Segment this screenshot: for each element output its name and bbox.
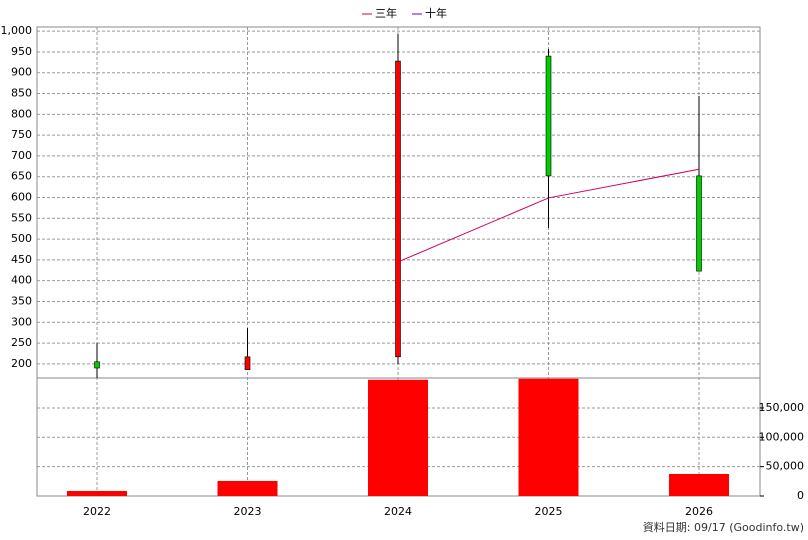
y-tick-label: 450 (11, 253, 32, 266)
y-tick-label: 200 (11, 357, 32, 370)
candle-body (545, 55, 552, 177)
y-tick-label: 800 (11, 107, 32, 120)
y-tick-label: 1,000 (1, 24, 33, 37)
y2-tick-label: 50,000 (766, 460, 805, 473)
y-tick-label: 250 (11, 336, 32, 349)
y2-tick-label: 0 (797, 489, 804, 502)
legend-label: 三年 (375, 6, 397, 20)
y-tick-label: 500 (11, 232, 32, 245)
x-tick-label: 2025 (535, 505, 563, 518)
y-tick-label: 350 (11, 294, 32, 307)
volume-bar (518, 378, 579, 496)
candle-body (94, 361, 100, 369)
y-tick-label: 700 (11, 149, 32, 162)
volume-bar (669, 473, 729, 496)
candle-body (696, 175, 702, 272)
footer: 資料日期: 09/17 (Goodinfo.tw) (643, 520, 804, 534)
x-tick-label: 2024 (384, 505, 412, 518)
y-tick-label: 750 (11, 128, 32, 141)
y2-tick-label: 100,000 (759, 430, 805, 443)
y-tick-label: 400 (11, 274, 32, 287)
y-tick-label: 600 (11, 191, 32, 204)
candle-body (395, 60, 401, 358)
volume-bar (368, 379, 428, 496)
x-tick-label: 2022 (83, 505, 111, 518)
y-tick-label: 850 (11, 87, 32, 100)
y-tick-label: 300 (11, 315, 32, 328)
y-tick-label: 900 (11, 66, 32, 79)
y-tick-label: 650 (11, 170, 32, 183)
volume-bar (67, 491, 127, 496)
volume-bar (217, 480, 278, 496)
x-tick-label: 2023 (234, 505, 262, 518)
legend-label: 十年 (425, 6, 447, 20)
line-series (397, 168, 700, 263)
y2-tick-label: 150,000 (759, 401, 805, 414)
y-tick-label: 550 (11, 211, 32, 224)
x-tick-label: 2026 (685, 505, 713, 518)
candle-body (244, 356, 251, 370)
y-tick-label: 950 (11, 45, 32, 58)
